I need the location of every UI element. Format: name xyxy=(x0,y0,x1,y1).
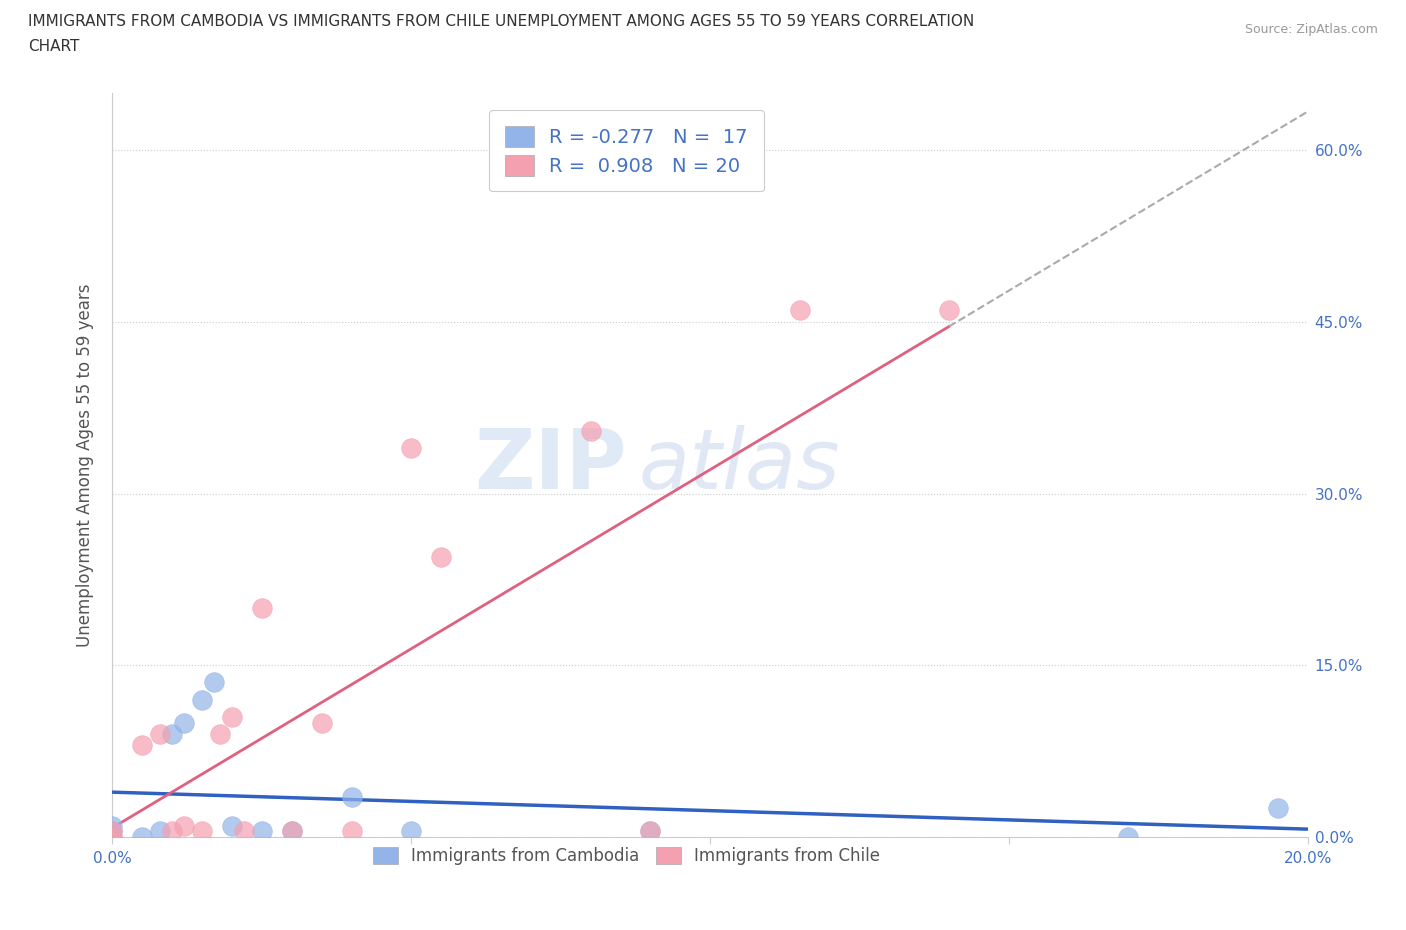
Point xyxy=(789,303,811,318)
Y-axis label: Unemployment Among Ages 55 to 59 years: Unemployment Among Ages 55 to 59 years xyxy=(76,284,94,646)
Point xyxy=(221,710,243,724)
Text: ZIP: ZIP xyxy=(474,424,627,506)
Point xyxy=(233,824,256,839)
Point xyxy=(1118,830,1140,844)
Point xyxy=(191,692,214,707)
Legend: Immigrants from Cambodia, Immigrants from Chile: Immigrants from Cambodia, Immigrants fro… xyxy=(364,839,889,873)
Point xyxy=(131,830,153,844)
Point xyxy=(209,726,232,741)
Point xyxy=(101,818,124,833)
Point xyxy=(162,824,183,839)
Text: CHART: CHART xyxy=(28,39,80,54)
Point xyxy=(101,824,124,839)
Text: IMMIGRANTS FROM CAMBODIA VS IMMIGRANTS FROM CHILE UNEMPLOYMENT AMONG AGES 55 TO : IMMIGRANTS FROM CAMBODIA VS IMMIGRANTS F… xyxy=(28,14,974,29)
Point xyxy=(401,441,423,456)
Point xyxy=(250,601,273,616)
Point xyxy=(938,303,960,318)
Point xyxy=(149,824,172,839)
Point xyxy=(101,824,124,839)
Point xyxy=(640,824,662,839)
Point xyxy=(579,423,602,438)
Point xyxy=(131,738,153,753)
Point xyxy=(173,818,195,833)
Point xyxy=(202,675,225,690)
Point xyxy=(340,824,363,839)
Point xyxy=(101,830,124,844)
Point xyxy=(340,790,363,804)
Point xyxy=(1267,801,1289,816)
Text: Source: ZipAtlas.com: Source: ZipAtlas.com xyxy=(1244,23,1378,36)
Point xyxy=(311,715,333,730)
Point xyxy=(250,824,273,839)
Point xyxy=(281,824,304,839)
Point xyxy=(221,818,243,833)
Point xyxy=(162,726,183,741)
Point xyxy=(101,830,124,844)
Point xyxy=(173,715,195,730)
Point xyxy=(401,824,423,839)
Text: atlas: atlas xyxy=(638,424,839,506)
Point xyxy=(149,726,172,741)
Point xyxy=(191,824,214,839)
Point xyxy=(281,824,304,839)
Point xyxy=(430,549,453,564)
Point xyxy=(640,824,662,839)
